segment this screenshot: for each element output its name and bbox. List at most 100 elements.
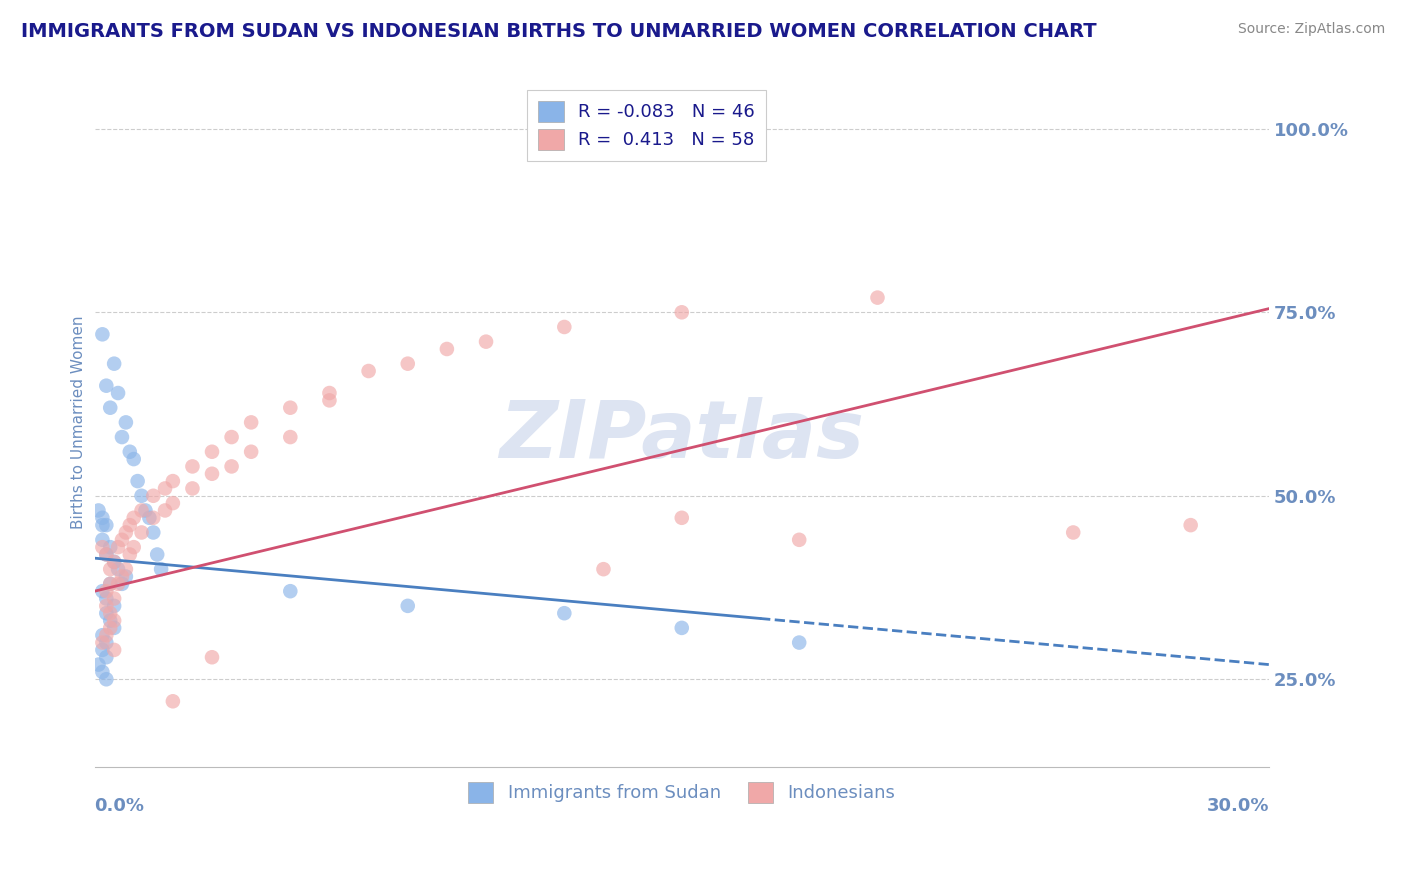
Point <box>107 386 129 401</box>
Point <box>142 525 165 540</box>
Point <box>103 591 125 606</box>
Point <box>91 635 114 649</box>
Point <box>103 643 125 657</box>
Point <box>396 599 419 613</box>
Point <box>103 614 125 628</box>
Point <box>96 635 118 649</box>
Point <box>96 606 118 620</box>
Point <box>98 614 121 628</box>
Point <box>103 621 125 635</box>
Text: ZIPatlas: ZIPatlas <box>499 397 865 475</box>
Point <box>107 540 129 554</box>
Point <box>91 518 114 533</box>
Point <box>96 548 118 562</box>
Point <box>240 444 263 458</box>
Point <box>787 635 810 649</box>
Point <box>866 291 889 305</box>
Point <box>278 584 301 599</box>
Point <box>221 459 243 474</box>
Point <box>318 386 340 401</box>
Point <box>278 430 301 444</box>
Point <box>91 643 114 657</box>
Point <box>436 342 458 356</box>
Point <box>91 584 114 599</box>
Point <box>131 489 153 503</box>
Point <box>96 591 118 606</box>
Point <box>115 569 138 583</box>
Point <box>103 555 125 569</box>
Point <box>115 416 138 430</box>
Point <box>96 673 118 687</box>
Point <box>91 533 114 547</box>
Point <box>131 525 153 540</box>
Point <box>103 555 125 569</box>
Point <box>91 510 114 524</box>
Point <box>162 694 184 708</box>
Point <box>1062 525 1084 540</box>
Point <box>240 416 263 430</box>
Point <box>162 496 184 510</box>
Point <box>671 621 693 635</box>
Point <box>146 548 169 562</box>
Point <box>318 393 340 408</box>
Point <box>201 444 224 458</box>
Point <box>221 430 243 444</box>
Point <box>98 401 121 415</box>
Point <box>98 606 121 620</box>
Point <box>153 482 176 496</box>
Point <box>96 599 118 613</box>
Point <box>122 510 145 524</box>
Point <box>111 533 134 547</box>
Point <box>91 628 114 642</box>
Point <box>142 510 165 524</box>
Point <box>96 584 118 599</box>
Point <box>111 430 134 444</box>
Point <box>592 562 614 576</box>
Point <box>131 503 153 517</box>
Point <box>91 327 114 342</box>
Point <box>553 606 575 620</box>
Text: 30.0%: 30.0% <box>1206 797 1270 814</box>
Point <box>118 444 141 458</box>
Point <box>98 621 121 635</box>
Point <box>111 569 134 583</box>
Point <box>96 628 118 642</box>
Point <box>142 489 165 503</box>
Y-axis label: Births to Unmarried Women: Births to Unmarried Women <box>72 316 86 529</box>
Point <box>153 503 176 517</box>
Text: IMMIGRANTS FROM SUDAN VS INDONESIAN BIRTHS TO UNMARRIED WOMEN CORRELATION CHART: IMMIGRANTS FROM SUDAN VS INDONESIAN BIRT… <box>21 22 1097 41</box>
Point <box>553 320 575 334</box>
Point <box>278 401 301 415</box>
Point <box>96 650 118 665</box>
Point <box>127 474 149 488</box>
Point <box>96 378 118 392</box>
Point <box>98 540 121 554</box>
Point <box>91 665 114 679</box>
Point <box>671 305 693 319</box>
Point <box>98 562 121 576</box>
Point <box>111 577 134 591</box>
Point <box>181 459 204 474</box>
Point <box>107 562 129 576</box>
Point <box>103 357 125 371</box>
Point <box>115 562 138 576</box>
Point <box>475 334 498 349</box>
Legend: Immigrants from Sudan, Indonesians: Immigrants from Sudan, Indonesians <box>457 771 907 814</box>
Point <box>150 562 173 576</box>
Point <box>787 533 810 547</box>
Point <box>87 657 110 672</box>
Point <box>91 540 114 554</box>
Point <box>201 467 224 481</box>
Point <box>122 452 145 467</box>
Point <box>118 548 141 562</box>
Point <box>357 364 380 378</box>
Point <box>103 599 125 613</box>
Point <box>162 474 184 488</box>
Point <box>138 510 160 524</box>
Point <box>98 577 121 591</box>
Point <box>87 503 110 517</box>
Point <box>181 482 204 496</box>
Point <box>122 540 145 554</box>
Point <box>396 357 419 371</box>
Point <box>96 518 118 533</box>
